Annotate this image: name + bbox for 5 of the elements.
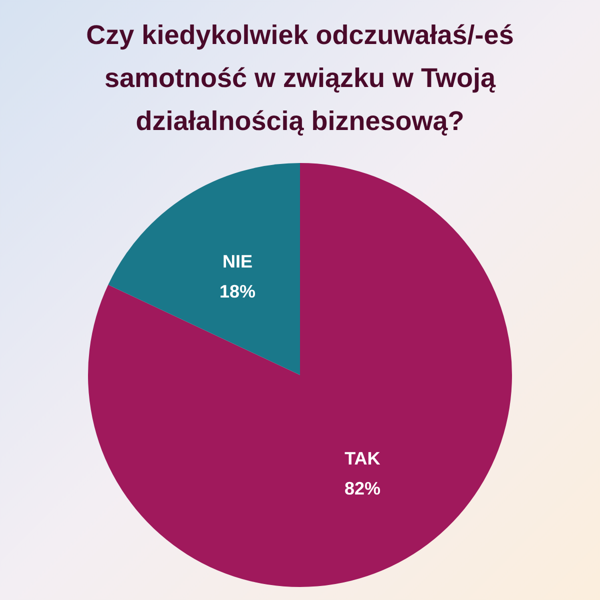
slice-label: NIE (222, 252, 253, 272)
data-label: 18% (220, 282, 256, 302)
data-label: 82% (344, 478, 380, 498)
chart-title: Czy kiedykolwiek odczuwałaś/-eś samotność w związku w Twoją działalnością biznesową? (85, 19, 515, 138)
slice-label: TAK (344, 448, 380, 468)
